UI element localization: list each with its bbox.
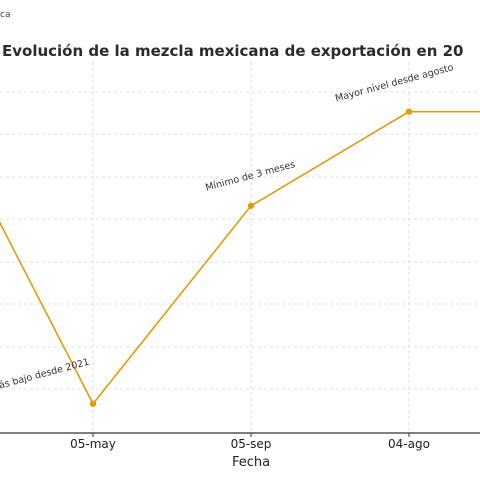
series: [0, 108, 480, 407]
x-axis-label: Fecha: [232, 455, 270, 470]
data-point: [89, 400, 97, 407]
data-point: [405, 108, 413, 115]
annotation-label: Precio más bajo desde 2021: [0, 357, 91, 402]
annotation-label: Mayor nivel desde agosto: [334, 62, 455, 104]
annotations: Precio más bajo desde 2021 Mínimo de 3 me…: [0, 62, 455, 402]
x-ticks: 05-may 05-sep 04-ago: [70, 433, 430, 451]
chart-title: Evolución de la mezcla mexicana de expor…: [2, 42, 464, 60]
data-point: [247, 202, 255, 209]
series-line: [0, 110, 480, 406]
source-label: ca: [0, 10, 11, 20]
x-tick-label: 05-sep: [231, 437, 272, 451]
grid: [0, 62, 480, 433]
x-tick-label: 04-ago: [388, 437, 430, 451]
x-tick-label: 05-may: [70, 437, 116, 451]
annotation-label: Mínimo de 3 meses: [204, 159, 296, 194]
